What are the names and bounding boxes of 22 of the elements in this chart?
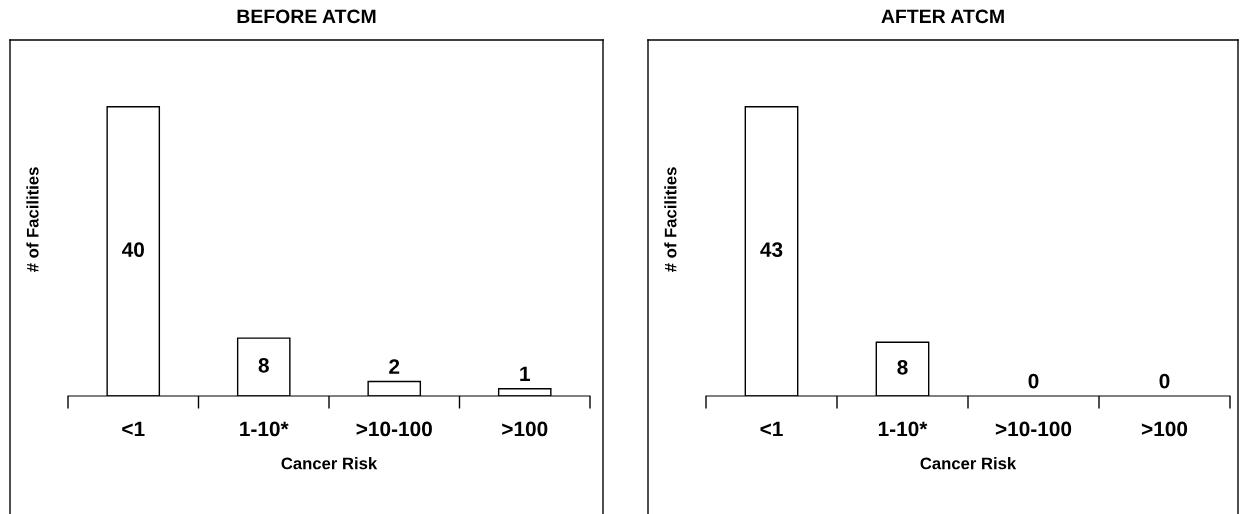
x-tick-label: >100 [1141, 421, 1188, 437]
data-label: 8 [897, 359, 908, 375]
x-tick-label: >100 [502, 421, 548, 437]
data-label: 40 [121, 242, 144, 257]
x-tick-label: <1 [122, 421, 145, 437]
data-label: 2 [389, 359, 400, 374]
data-label: 8 [258, 357, 269, 373]
data-label: 43 [760, 242, 783, 258]
x-axis-title: Cancer Risk [920, 457, 1017, 470]
data-label: 0 [1159, 373, 1170, 389]
chart-title: BEFORE ATCM [237, 9, 376, 24]
x-tick-label: >10-100 [995, 421, 1072, 437]
x-tick-label: 1-10* [240, 421, 289, 437]
x-tick-label: <1 [760, 421, 783, 437]
y-axis-title: # of Facilities [664, 167, 677, 272]
x-tick-label: 1-10* [878, 421, 928, 437]
data-label: 1 [520, 366, 530, 381]
x-tick-label: >10-100 [356, 421, 432, 437]
x-axis-title: Cancer Risk [281, 457, 378, 470]
chart-title: AFTER ATCM [881, 9, 1004, 24]
y-axis-title: # of Facilities [26, 167, 39, 272]
data-label: 0 [1028, 373, 1039, 389]
